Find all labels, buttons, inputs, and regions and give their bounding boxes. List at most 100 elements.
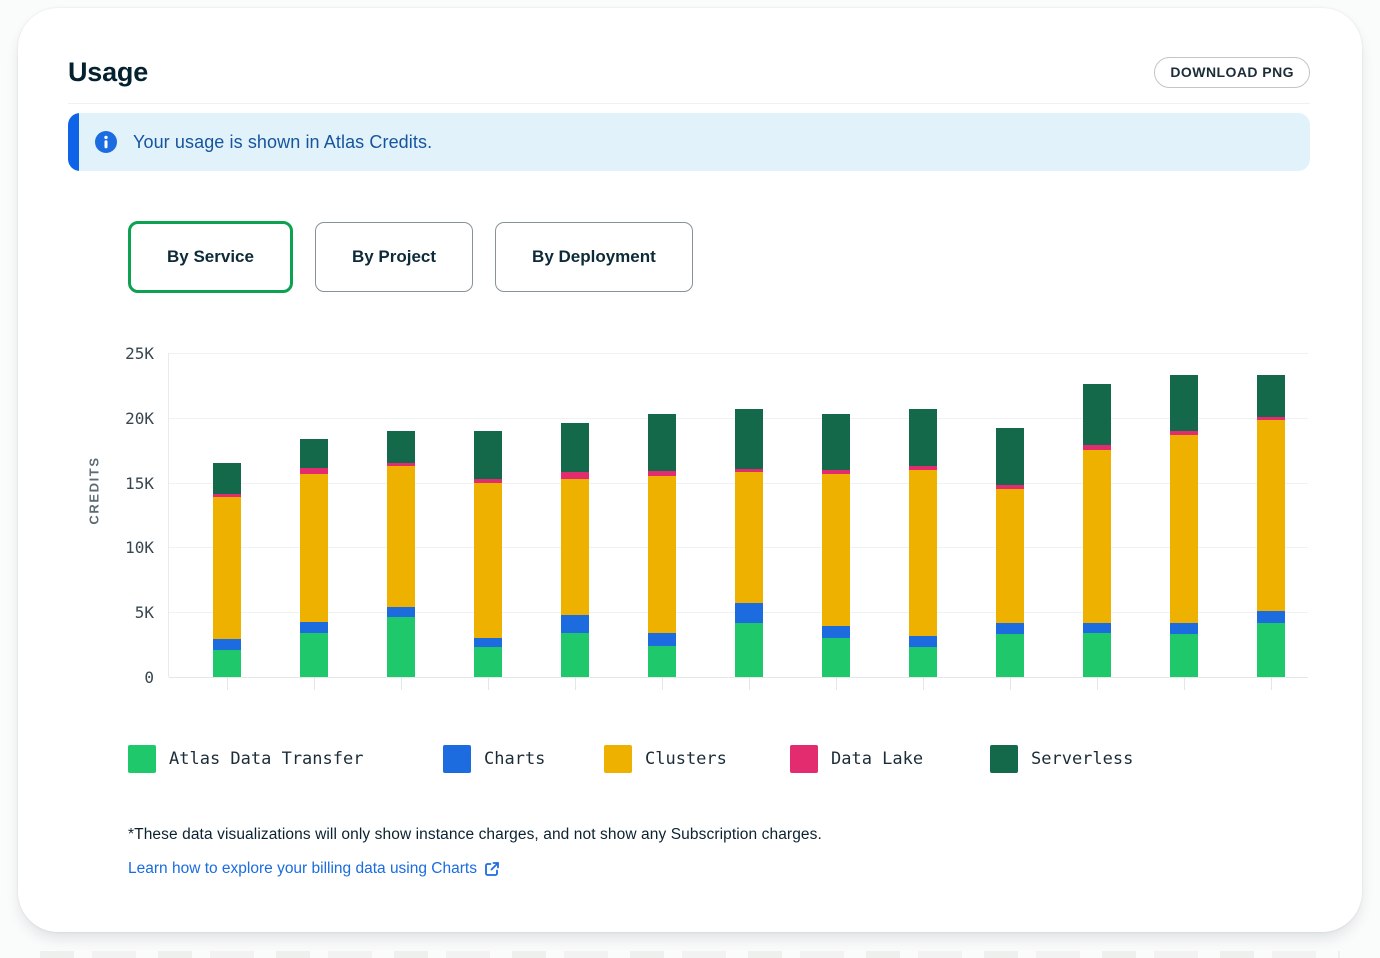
- bar-13-segment-atlas-data-transfer[interactable]: [1257, 623, 1285, 677]
- bar-3-segment-charts[interactable]: [387, 607, 415, 617]
- bar-6-segment-data-lake[interactable]: [648, 471, 676, 476]
- bar-2-segment-charts[interactable]: [300, 622, 328, 633]
- bar-6-segment-charts[interactable]: [648, 633, 676, 646]
- bar-8-segment-charts[interactable]: [822, 626, 850, 638]
- y-tick-label-15K: 15K: [102, 474, 154, 493]
- x-tick-3: [401, 677, 402, 690]
- bar-3-segment-clusters[interactable]: [387, 466, 415, 607]
- download-png-button[interactable]: DOWNLOAD PNG: [1154, 57, 1310, 88]
- banner-message: Your usage is shown in Atlas Credits.: [133, 132, 432, 153]
- bar-9-segment-atlas-data-transfer[interactable]: [909, 647, 937, 677]
- x-tick-9: [923, 677, 924, 690]
- external-link-icon: [484, 861, 500, 877]
- legend-swatch-serverless: [990, 745, 1018, 773]
- bar-2-segment-data-lake[interactable]: [300, 468, 328, 473]
- legend-swatch-atlas-data-transfer: [128, 745, 156, 773]
- legend-label: Atlas Data Transfer: [169, 749, 363, 769]
- legend-swatch-data-lake: [790, 745, 818, 773]
- bar-3-segment-serverless[interactable]: [387, 431, 415, 463]
- legend-label: Data Lake: [831, 749, 923, 769]
- bar-12-segment-clusters[interactable]: [1170, 435, 1198, 623]
- bar-10-segment-clusters[interactable]: [996, 489, 1024, 622]
- bar-7-segment-data-lake[interactable]: [735, 469, 763, 472]
- bar-11-segment-serverless[interactable]: [1083, 384, 1111, 445]
- bar-8-segment-data-lake[interactable]: [822, 470, 850, 474]
- bar-4-segment-serverless[interactable]: [474, 431, 502, 479]
- gridline-25K: [169, 353, 1308, 354]
- x-tick-6: [662, 677, 663, 690]
- bar-4-segment-atlas-data-transfer[interactable]: [474, 647, 502, 677]
- bar-8-segment-serverless[interactable]: [822, 414, 850, 470]
- y-tick-label-25K: 25K: [102, 344, 154, 363]
- bar-2-segment-atlas-data-transfer[interactable]: [300, 633, 328, 677]
- bar-5-segment-serverless[interactable]: [561, 423, 589, 472]
- bar-12-segment-data-lake[interactable]: [1170, 431, 1198, 435]
- bar-2-segment-clusters[interactable]: [300, 474, 328, 622]
- bar-10-segment-serverless[interactable]: [996, 428, 1024, 485]
- x-tick-5: [575, 677, 576, 690]
- legend-label: Charts: [484, 749, 545, 769]
- bar-1-segment-atlas-data-transfer[interactable]: [213, 650, 241, 677]
- bar-5-segment-data-lake[interactable]: [561, 472, 589, 478]
- bar-13-segment-serverless[interactable]: [1257, 375, 1285, 416]
- legend-label: Clusters: [645, 749, 727, 769]
- x-tick-4: [488, 677, 489, 690]
- bar-5-segment-clusters[interactable]: [561, 479, 589, 615]
- bar-7-segment-clusters[interactable]: [735, 472, 763, 603]
- bar-4-segment-charts[interactable]: [474, 638, 502, 647]
- bar-13-segment-data-lake[interactable]: [1257, 417, 1285, 421]
- bar-1-segment-clusters[interactable]: [213, 497, 241, 640]
- bar-12-segment-atlas-data-transfer[interactable]: [1170, 634, 1198, 677]
- bar-2-segment-serverless[interactable]: [300, 439, 328, 468]
- bar-7-segment-atlas-data-transfer[interactable]: [735, 623, 763, 677]
- bar-4-segment-data-lake[interactable]: [474, 479, 502, 483]
- bar-11-segment-charts[interactable]: [1083, 623, 1111, 633]
- bar-4-segment-clusters[interactable]: [474, 483, 502, 639]
- x-tick-8: [836, 677, 837, 690]
- bar-10-segment-atlas-data-transfer[interactable]: [996, 634, 1024, 677]
- bar-8-segment-clusters[interactable]: [822, 474, 850, 627]
- bar-3-segment-data-lake[interactable]: [387, 463, 415, 466]
- bar-8-segment-atlas-data-transfer[interactable]: [822, 638, 850, 677]
- banner-accent-bar: [68, 113, 79, 171]
- bar-9-segment-serverless[interactable]: [909, 409, 937, 466]
- tab-by-deployment[interactable]: By Deployment: [495, 222, 693, 292]
- legend-item-data-lake: Data Lake: [790, 745, 923, 773]
- bar-1-segment-serverless[interactable]: [213, 463, 241, 493]
- bar-12-segment-serverless[interactable]: [1170, 375, 1198, 431]
- x-tick-7: [749, 677, 750, 690]
- bar-12-segment-charts[interactable]: [1170, 623, 1198, 635]
- bar-9-segment-data-lake[interactable]: [909, 466, 937, 470]
- bar-11-segment-data-lake[interactable]: [1083, 445, 1111, 450]
- legend-item-atlas-data-transfer: Atlas Data Transfer: [128, 745, 363, 773]
- bar-3-segment-atlas-data-transfer[interactable]: [387, 617, 415, 677]
- bar-7-segment-charts[interactable]: [735, 603, 763, 622]
- bar-6-segment-serverless[interactable]: [648, 414, 676, 471]
- tab-by-service[interactable]: By Service: [128, 221, 293, 293]
- bar-1-segment-data-lake[interactable]: [213, 494, 241, 497]
- cropped-page-content: [40, 951, 1340, 958]
- y-tick-label-0: 0: [102, 668, 154, 687]
- bar-13-segment-charts[interactable]: [1257, 611, 1285, 623]
- bar-9-segment-charts[interactable]: [909, 636, 937, 648]
- bar-7-segment-serverless[interactable]: [735, 409, 763, 469]
- bar-6-segment-atlas-data-transfer[interactable]: [648, 646, 676, 677]
- billing-data-charts-link[interactable]: Learn how to explore your billing data u…: [128, 860, 500, 878]
- y-tick-label-10K: 10K: [102, 538, 154, 557]
- bar-6-segment-clusters[interactable]: [648, 476, 676, 633]
- bar-10-segment-charts[interactable]: [996, 623, 1024, 635]
- x-tick-1: [227, 677, 228, 690]
- bar-11-segment-clusters[interactable]: [1083, 450, 1111, 622]
- bar-5-segment-charts[interactable]: [561, 615, 589, 633]
- x-tick-12: [1184, 677, 1185, 690]
- legend-swatch-clusters: [604, 745, 632, 773]
- legend-item-charts: Charts: [443, 745, 545, 773]
- bar-11-segment-atlas-data-transfer[interactable]: [1083, 633, 1111, 677]
- x-tick-10: [1010, 677, 1011, 690]
- bar-5-segment-atlas-data-transfer[interactable]: [561, 633, 589, 677]
- bar-10-segment-data-lake[interactable]: [996, 485, 1024, 489]
- bar-9-segment-clusters[interactable]: [909, 470, 937, 636]
- tab-by-project[interactable]: By Project: [315, 222, 473, 292]
- bar-13-segment-clusters[interactable]: [1257, 420, 1285, 611]
- bar-1-segment-charts[interactable]: [213, 639, 241, 649]
